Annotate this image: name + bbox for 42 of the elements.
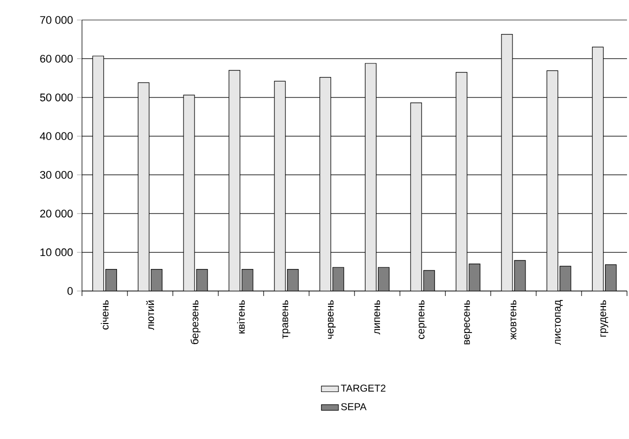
bar — [546, 70, 558, 291]
bar — [150, 269, 162, 291]
x-tick-label: серпень — [418, 300, 427, 339]
y-tick-label: 0 — [67, 287, 73, 295]
bar — [501, 34, 513, 291]
bar — [138, 82, 150, 291]
bar — [274, 80, 286, 291]
bar — [410, 102, 422, 291]
bar — [183, 94, 195, 291]
y-tick-label: 30 000 — [40, 170, 73, 179]
bar — [319, 77, 332, 291]
legend-label: TARGET2 — [340, 384, 386, 392]
x-tick-label: січень — [100, 300, 109, 330]
bar — [105, 269, 118, 291]
bar — [423, 270, 435, 291]
y-tick-label: 10 000 — [40, 248, 73, 256]
bar — [332, 267, 344, 291]
bar — [560, 266, 572, 291]
y-tick-label: 20 000 — [40, 210, 73, 218]
bar — [287, 269, 299, 291]
bar — [604, 264, 617, 291]
x-tick-label: вересень — [464, 300, 472, 344]
bar — [92, 56, 104, 291]
x-tick-label: червень — [328, 300, 336, 339]
bar — [378, 267, 390, 291]
x-tick-label: березень — [190, 300, 200, 344]
bar — [228, 70, 240, 291]
legend-label: SEPA — [341, 403, 367, 410]
bar — [364, 63, 377, 291]
bar — [592, 46, 604, 291]
x-tick-label: листопад — [555, 300, 563, 346]
y-tick-label: 40 000 — [40, 132, 73, 140]
x-tick-label: травень — [282, 300, 290, 339]
x-tick-label: грудень — [600, 300, 608, 337]
y-tick-label: 70 000 — [40, 16, 73, 24]
y-tick-label: 60 000 — [40, 54, 73, 63]
bar — [456, 72, 468, 291]
x-tick-label: лютий — [146, 300, 154, 330]
y-tick-label: 50 000 — [40, 94, 73, 102]
x-tick-label: жовтень — [510, 300, 516, 340]
x-tick-label: липень — [374, 300, 380, 334]
x-tick-label: квітень — [237, 300, 245, 334]
